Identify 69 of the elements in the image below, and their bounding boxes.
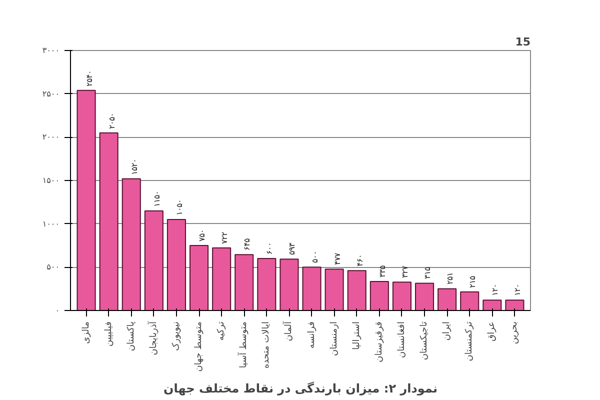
x-tick-label: فیلیپین [104,321,114,346]
bar [144,210,164,310]
data-label: ۱۲۰ [513,284,522,296]
bar [482,300,502,310]
bar [392,282,412,310]
y-tick-label: ۳۰۰۰ [42,46,60,55]
x-tick-label: متوسط آسیا [237,321,250,368]
x-tick-label: آذربایجان [146,321,159,356]
y-tick-label: ۱۵۰۰ [42,176,60,185]
y-tick-label: ۲۰۰۰ [42,132,60,142]
bar [99,132,118,310]
bar [122,178,141,310]
x-tick-label: ارمنستان [329,321,340,356]
bar [324,268,344,310]
data-label: ۲۰۵۰ [107,112,116,129]
x-tick-label: آلمان [282,321,294,342]
bar [438,288,457,310]
data-label: ۶۰۰ [265,242,274,254]
data-label: ۱۱۵۰ [152,190,162,207]
x-tick-label: فرانسه [306,321,317,349]
x-tick-label: پاکستان [126,321,136,352]
x-tick-label: بحرین [510,321,520,344]
bar [212,247,232,310]
data-label: ۵۹۳ [288,242,297,256]
data-label: ۳۱۵ [423,267,432,280]
bar [166,219,186,310]
x-tick-label: مالزی [81,321,92,344]
bar [370,280,389,310]
x-tick-label: افغانستان [396,321,407,358]
bar [257,258,276,310]
x-tick-label: ترکیه [216,321,227,341]
data-label: ۴۶۰ [355,254,364,267]
x-tick-label: تاجیکستان [420,321,430,360]
data-label: ۲۵۴۰ [84,70,94,86]
x-tick-label: قرقیزستان [374,321,384,362]
data-label: ۶۴۵ [242,238,252,251]
y-tick-label: ۲۵۰۰ [42,89,60,98]
text: نمودار ۲: میزان بارندگی در نقاط مختلف جهان [164,382,438,396]
bar [302,266,322,310]
data-label: ۱۲۰ [490,284,500,296]
data-label: ۳۳۵ [378,265,387,278]
bar [190,245,209,310]
y-tick-label: ۰ [55,306,60,315]
x-tick-label: عراق [487,321,498,342]
bar [460,291,480,310]
bar [505,300,524,310]
bar [280,258,299,310]
x-tick-label: ایران [442,321,452,341]
data-label: ۷۵۰ [198,230,207,242]
x-tick-label: ایالات متحده [262,322,272,368]
x-tick-label: ترکمنستان [464,321,475,362]
bar [347,270,366,310]
y-tick-label: ۵۰۰ [46,262,60,272]
text: 15 [515,36,531,48]
bar [76,90,96,310]
data-label: ۲۵۱ [446,272,455,285]
bar [415,282,434,310]
data-label: ۳۲۷ [400,265,410,278]
x-tick-label: استرالیا [352,321,362,350]
y-tick-label: ۱۰۰۰ [42,219,60,228]
data-label: ۲۱۵ [468,276,478,288]
data-label: ۱۰۵۰ [174,200,184,216]
bar [234,254,254,310]
x-tick-label: نیویورک [171,321,182,351]
data-label: ۵۰۰ [310,251,320,264]
data-label: ۷۲۲ [220,232,230,244]
data-label: ۴۷۷ [332,252,342,266]
data-label: ۱۵۲۰ [130,158,139,175]
x-tick-label: متوسط جهان [194,321,204,372]
